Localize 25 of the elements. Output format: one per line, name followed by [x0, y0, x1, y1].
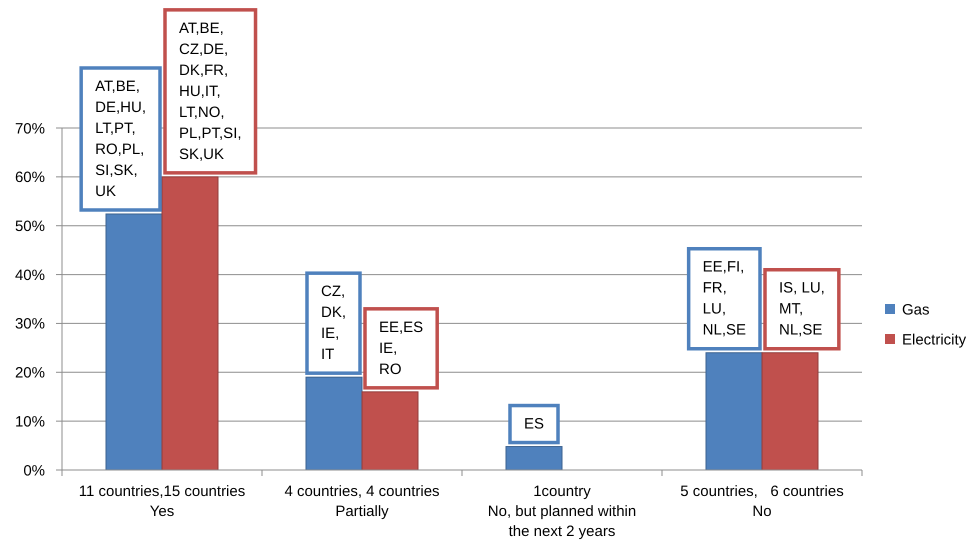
- annotation: CZ, DK, IE, IT: [320, 283, 346, 364]
- annotation: EE,FI, FR, LU, NL,SE: [702, 258, 746, 339]
- legend-label: Electricity: [902, 331, 967, 348]
- annotation: IS, LU, MT, NL,SE: [779, 280, 825, 339]
- bar: [506, 446, 562, 470]
- y-tick-label: 30%: [14, 316, 45, 333]
- annotation: ES: [524, 416, 544, 433]
- y-tick-label: 60%: [14, 169, 45, 186]
- bar: [762, 352, 818, 470]
- y-tick-label: 50%: [14, 218, 45, 235]
- bar: [306, 376, 362, 470]
- x-tick-label: 4 countries, 4 countries Partially: [284, 483, 440, 520]
- y-tick-label: 20%: [14, 364, 45, 382]
- legend-label: Gas: [902, 301, 930, 318]
- y-tick-label: 70%: [14, 120, 45, 138]
- annotation: AT,BE, DE,HU, LT,PT, RO,PL, SI,SK, UK: [95, 78, 146, 200]
- y-tick-label: 0%: [23, 462, 45, 480]
- annotation: EE,ES IE, RO: [379, 318, 424, 378]
- x-tick-label: 11 countries,15 countries Yes: [78, 483, 246, 520]
- y-tick-label: 10%: [14, 413, 45, 430]
- annotation: AT,BE, CZ,DE, DK,FR, HU,IT, LT,NO, PL,PT,SI, SK,UK: [179, 20, 242, 163]
- bar: [706, 352, 762, 470]
- y-tick-label: 40%: [14, 266, 45, 284]
- x-tick-label: 5 countries, 6 countries No: [680, 483, 844, 520]
- x-tick-label: 1country No, but planned within the next 2 years: [488, 483, 636, 540]
